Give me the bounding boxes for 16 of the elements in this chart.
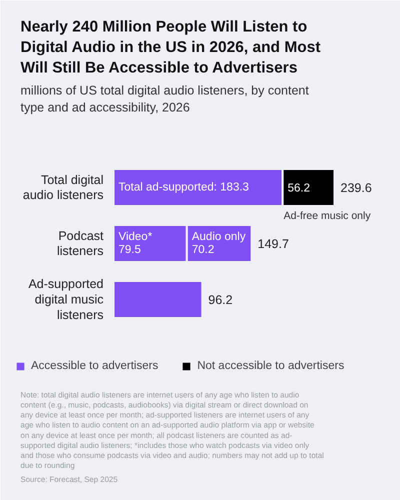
- total-label: 96.2: [208, 293, 233, 307]
- chart-subtitle: millions of US total digital audio listeners, by content type and ad accessibility, 2026: [20, 84, 310, 114]
- total-label: 149.7: [258, 237, 289, 251]
- y-tick-label: Podcast listeners: [56, 228, 104, 258]
- legend-label: Not accessible to advertisers: [197, 360, 344, 372]
- legend-label: Accessible to advertisers: [31, 360, 158, 372]
- bar: [112, 280, 204, 319]
- data-label: Total ad-supported: 183.3: [118, 182, 249, 194]
- y-tick-label: Total digital audio listeners: [22, 172, 104, 202]
- total-label: 239.6: [340, 181, 372, 195]
- data-label: Audio only 70.2: [192, 230, 246, 256]
- data-label: Video* 79.5: [118, 230, 153, 256]
- annotation: Ad-free music only: [284, 210, 372, 222]
- y-tick-label: Ad-supported digital music listeners: [28, 277, 104, 322]
- chart-title: Nearly 240 Million People Will Listen to Digital Audio in the US in 2026, and Most Will Still Be Accessible to Advertisers: [20, 18, 320, 76]
- data-label: 56.2: [288, 182, 310, 194]
